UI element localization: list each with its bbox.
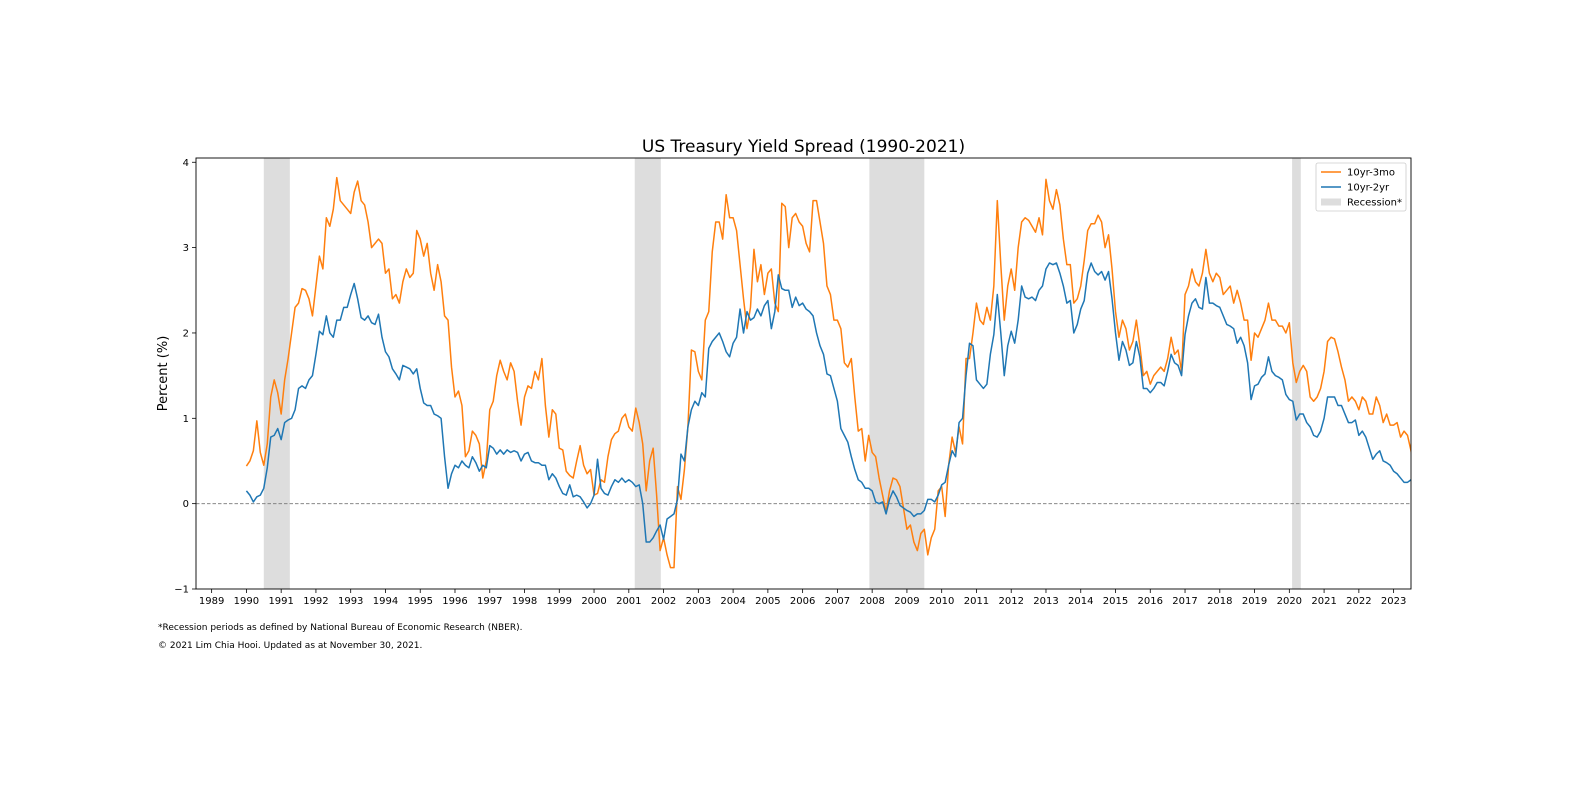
x-tick-label: 1999: [547, 596, 572, 607]
x-tick-label: 2000: [581, 596, 606, 607]
recession-bands: [263, 158, 1301, 589]
x-axis: 1989 1990 1991 1992 1993 1994 1995 1996 1997 1998…: [199, 589, 1406, 607]
legend-entry-10yr-3mo-label: 10yr-3mo: [1347, 168, 1395, 179]
x-tick-label: 1990: [234, 596, 259, 607]
x-tick-label: 2019: [1242, 596, 1267, 607]
legend: 10yr-3mo 10yr-2yr Recession*: [1315, 162, 1407, 212]
x-tick-label: 2004: [720, 596, 745, 607]
y-tick-label: 1: [183, 414, 189, 425]
recession-footnote: *Recession periods as defined by Nationa…: [158, 623, 523, 633]
y-tick-label: −1: [174, 585, 189, 596]
legend-entry-recession-swatch: [1321, 198, 1341, 206]
x-tick-label: 2005: [755, 596, 780, 607]
x-tick-label: 2021: [1311, 596, 1336, 607]
x-tick-label: 2013: [1033, 596, 1058, 607]
plot-area-frame: [195, 157, 1412, 590]
x-tick-label: 2008: [859, 596, 884, 607]
x-tick-label: 2003: [686, 596, 711, 607]
legend-entry-10yr-2yr-label: 10yr-2yr: [1347, 183, 1390, 194]
x-tick-label: 2002: [651, 596, 676, 607]
x-tick-label: 2001: [616, 596, 641, 607]
x-tick-label: 1997: [477, 596, 502, 607]
x-tick-label: 2015: [1103, 596, 1128, 607]
recession-band-4: [1292, 158, 1301, 589]
x-tick-label: 2009: [894, 596, 919, 607]
x-tick-label: 1995: [408, 596, 433, 607]
x-tick-label: 2018: [1207, 596, 1232, 607]
x-tick-label: 2017: [1172, 596, 1197, 607]
x-tick-label: 2010: [929, 596, 954, 607]
y-tick-label: 0: [183, 499, 189, 510]
x-tick-label: 1992: [303, 596, 328, 607]
y-tick-label: 4: [183, 158, 189, 169]
x-tick-label: 2022: [1346, 596, 1371, 607]
y-axis: −1 0 1 2 3 4: [174, 158, 196, 596]
y-tick-label: 3: [183, 243, 189, 254]
legend-entry-recession-label: Recession*: [1347, 198, 1402, 209]
series-line-10yr-3mo: [245, 176, 1411, 569]
series-lines: [245, 176, 1411, 569]
y-axis-label: Percent (%): [156, 336, 171, 412]
x-tick-label: 1989: [199, 596, 224, 607]
x-tick-label: 2011: [964, 596, 989, 607]
series-line-10yr-2yr: [245, 262, 1411, 543]
x-tick-label: 2016: [1138, 596, 1163, 607]
recession-band-2: [634, 158, 661, 589]
x-tick-label: 2007: [825, 596, 850, 607]
recession-band-3: [869, 158, 925, 589]
x-tick-label: 1998: [512, 596, 537, 607]
x-tick-label: 2012: [998, 596, 1023, 607]
x-tick-label: 2023: [1381, 596, 1406, 607]
x-tick-label: 1996: [442, 596, 467, 607]
x-tick-label: 2006: [790, 596, 815, 607]
x-tick-label: 1991: [268, 596, 293, 607]
x-tick-label: 1993: [338, 596, 363, 607]
chart-title: US Treasury Yield Spread (1990-2021): [642, 137, 965, 157]
y-tick-label: 2: [183, 328, 189, 339]
copyright-footnote: © 2021 Lim Chia Hooi. Updated as at Nove…: [158, 641, 423, 651]
x-tick-label: 1994: [373, 596, 398, 607]
x-tick-label: 2020: [1277, 596, 1302, 607]
x-tick-label: 2014: [1068, 596, 1093, 607]
